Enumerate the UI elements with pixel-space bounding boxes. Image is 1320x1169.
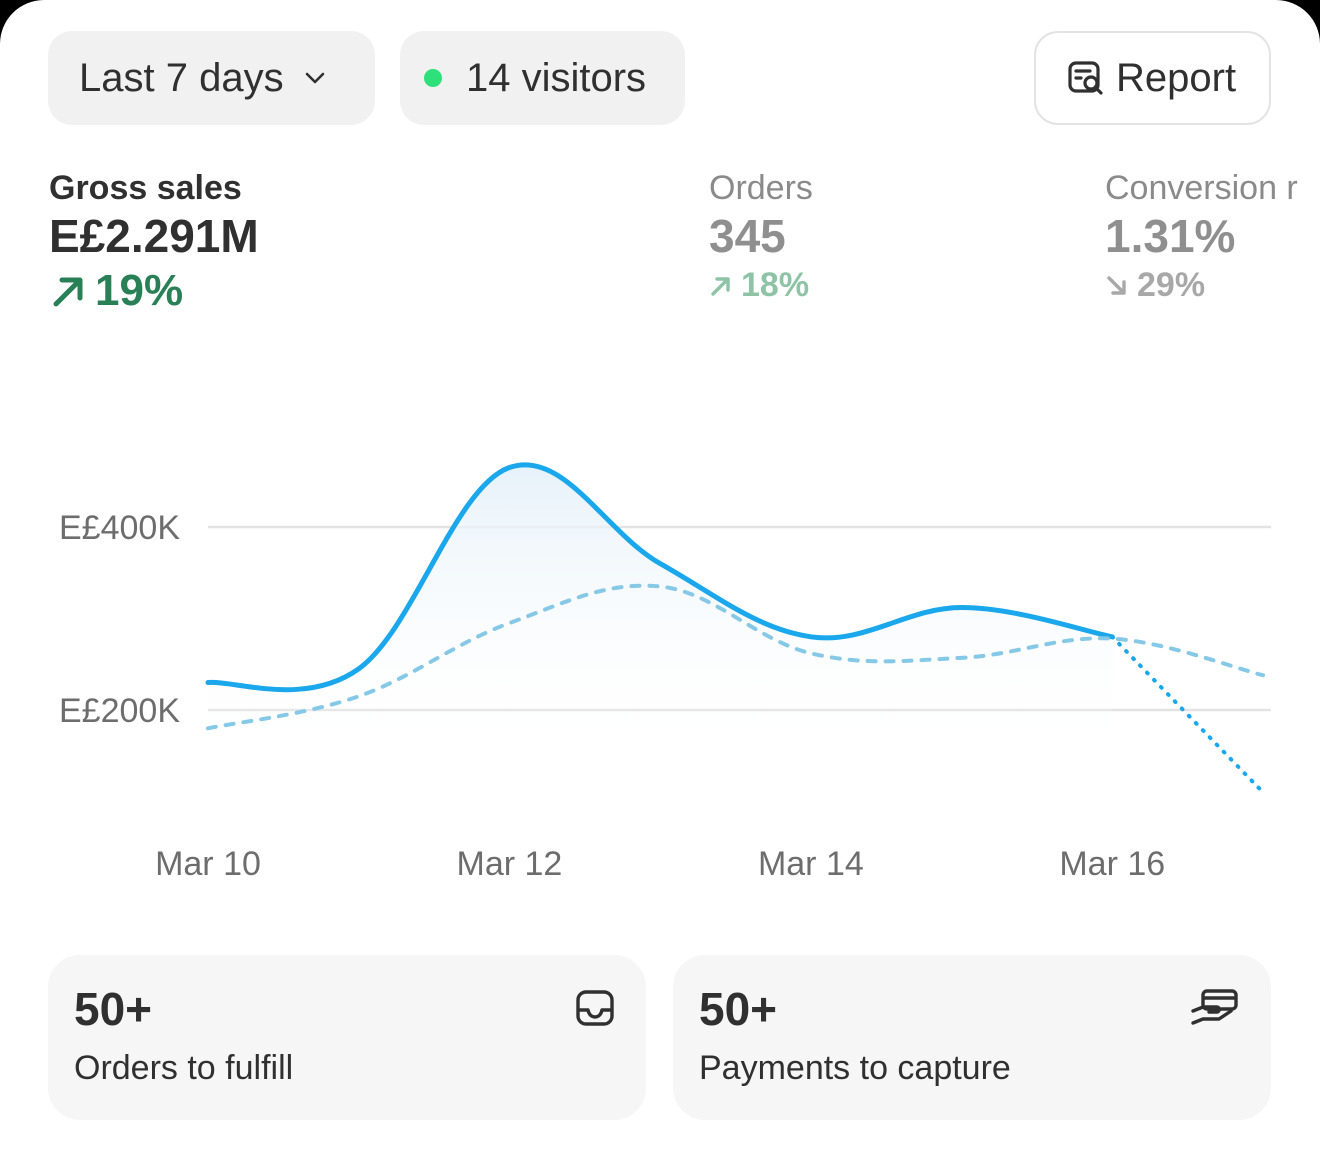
metric-value: E£2.291M [49,210,259,262]
projection-line [1110,634,1265,795]
live-visitors-pill[interactable]: 14 visitors [400,31,685,125]
metric-value: 345 [709,210,786,262]
payments-to-capture-tile[interactable]: 50+ Payments to capture [673,955,1271,1120]
metric-label: Conversion r [1105,169,1298,207]
x-tick-label: Mar 12 [457,845,563,883]
arrow-up-right-icon [53,277,83,307]
date-range-label: Last 7 days [79,55,284,100]
live-status-dot [424,69,442,87]
metric-change: 18% [709,266,813,305]
tile-label: Payments to capture [699,1049,1011,1087]
visitors-label: 14 visitors [466,55,647,100]
inbox-icon [576,990,614,1026]
tile-count: 50+ [699,983,778,1035]
y-tick-label: E£200K [59,692,180,730]
current-period-area [208,464,1113,765]
payment-hand-icon [1191,989,1238,1025]
metric-change: 29% [1105,266,1298,305]
current-period-line [205,462,1115,693]
metric-label: Orders [709,169,813,207]
metric-orders[interactable]: Orders 345 18% [709,168,813,305]
chevron-down-icon [305,72,324,84]
tile-label: Orders to fulfill [74,1049,294,1087]
y-tick-label: E£400K [59,509,180,547]
metric-gross-sales[interactable]: Gross sales E£2.291M 19% [49,168,259,316]
x-tick-label: Mar 16 [1059,845,1165,883]
report-label: Report [1116,55,1237,100]
date-range-selector[interactable]: Last 7 days [48,31,375,125]
arrow-up-right-icon [711,276,730,296]
metric-change: 19% [49,266,259,316]
metric-conversion-rate[interactable]: Conversion r 1.31% 29% [1105,168,1298,305]
report-button[interactable]: Report [1034,31,1271,125]
orders-to-fulfill-tile[interactable]: 50+ Orders to fulfill [48,955,646,1120]
arrow-down-right-icon [1107,275,1126,295]
metric-value: 1.31% [1105,210,1236,262]
tile-count: 50+ [74,983,153,1035]
previous-period-line [206,583,1265,731]
x-tick-label: Mar 10 [155,845,261,883]
report-search-icon [1068,61,1103,95]
metric-label: Gross sales [49,169,242,207]
gross-sales-chart: E£400K E£200K Mar 10 Mar 12 Mar 14 Mar 16 [59,462,1271,883]
x-tick-label: Mar 14 [758,845,864,883]
